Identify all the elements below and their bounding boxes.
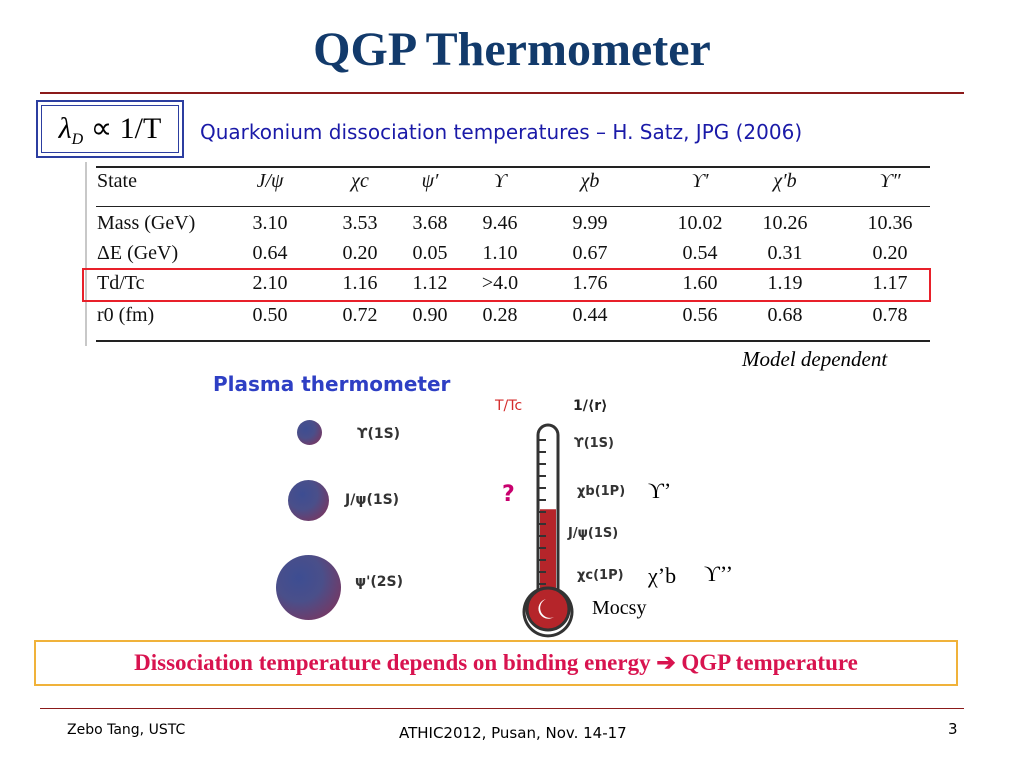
table-cell: 0.90 [412,304,448,326]
td-row-highlight [82,268,931,302]
table-cell: 1.12 [412,272,448,294]
mocsy-label: Mocsy [592,597,647,619]
r-axis-label: 1/⟨r⟩ [573,398,608,414]
table-cell: 9.46 [482,212,518,234]
plasma-thermometer-label: Plasma thermometer [213,372,451,396]
table-cell: 0.56 [682,304,718,326]
table-row-label: Mass (GeV) [97,212,196,234]
table-header-cell: χ′b [773,170,797,192]
upsilon-1s-ball [297,420,322,445]
table-cell: 1.16 [342,272,378,294]
thermometer-bulb [525,586,571,632]
conclusion-box: Dissociation temperature depends on bind… [34,640,958,686]
thermometer [522,423,574,638]
table-cell: 3.10 [252,212,288,234]
table-cell: 1.10 [482,242,518,264]
thermometer-fill [540,509,556,600]
table-cell: 1.19 [767,272,803,294]
table-cell: 0.31 [767,242,803,264]
table-header-cell: ϒ [493,170,507,192]
table-cell: 1.17 [872,272,908,294]
table-cell: 0.54 [682,242,718,264]
table-edge [85,162,87,346]
model-dependent-note: Model dependent [742,347,888,371]
table-header-cell: J/ψ [256,170,284,192]
table-cell: 3.53 [342,212,378,234]
footer-author: Zebo Tang, USTC [67,722,186,738]
table-cell: 0.20 [872,242,908,264]
table-cell: 10.36 [867,212,913,234]
level-upsilon-1s: ϒ(1S) [574,436,614,451]
psi-2s-ball [276,555,341,620]
table-header-cell: ϒ″ [879,170,901,192]
table-cell: 10.26 [762,212,808,234]
table-cell: 0.28 [482,304,518,326]
page-number: 3 [948,720,958,738]
table-rule-header [96,206,930,207]
table-rule-top [96,166,930,168]
table-cell: >4.0 [481,272,519,294]
formula-rest: ∝ 1/T [83,112,162,145]
formula-lambda: λ [58,112,72,145]
table-cell: 1.76 [572,272,608,294]
level-jpsi-1s: J/ψ(1S) [568,526,619,541]
upsilon-double-prime-label: ϒ’’ [704,561,733,586]
table-header-cell: χc [351,170,369,192]
table-cell: 10.02 [677,212,723,234]
table-header-cell: ϒ′ [691,170,709,192]
table-cell: 0.44 [572,304,608,326]
table-rule-bottom [96,340,930,342]
table-row-label: Td/Tc [97,272,145,294]
table-cell: 0.72 [342,304,378,326]
level-chi-c-1p: χc(1P) [577,568,624,583]
reference-text: Quarkonium dissociation temperatures – H… [200,120,803,144]
table-cell: 0.05 [412,242,448,264]
slide-title: QGP Thermometer [313,23,711,76]
table-cell: 3.68 [412,212,448,234]
table-cell: 0.78 [872,304,908,326]
table-cell: 9.99 [572,212,608,234]
table-cell: 0.67 [572,242,608,264]
footer-divider [40,708,964,709]
upsilon-prime-label: ϒ’ [648,478,672,503]
title-divider [40,92,964,94]
tc-axis-label: T/Tc [495,398,523,414]
psi-2s-label: ψ'(2S) [355,574,404,590]
table-cell: 1.60 [682,272,718,294]
table-header-cell: χb [580,170,600,192]
table-cell: 2.10 [252,272,288,294]
jpsi-1s-ball [288,480,329,521]
thermometer-ticks [538,439,546,585]
table-cell: 0.68 [767,304,803,326]
upsilon-1s-label: ϒ(1S) [357,426,401,442]
question-mark: ? [502,482,515,507]
table-cell: 0.64 [252,242,288,264]
table-header-cell: ψ′ [421,170,439,192]
table-cell: 0.20 [342,242,378,264]
table-header-cell: State [97,170,137,192]
jpsi-1s-label: J/ψ(1S) [345,492,400,508]
table-row-label: ΔE (GeV) [97,242,179,264]
formula: λD ∝ 1/T [41,105,179,153]
footer-event: ATHIC2012, Pusan, Nov. 14-17 [399,724,627,742]
formula-subscript: D [71,131,84,148]
formula-box: λD ∝ 1/T [36,100,184,158]
level-chi-b-1p: χb(1P) [577,484,626,499]
chi-b-prime-label: χ’b [648,563,677,588]
table-row-label: r0 (fm) [97,304,155,326]
table-cell: 0.50 [252,304,288,326]
